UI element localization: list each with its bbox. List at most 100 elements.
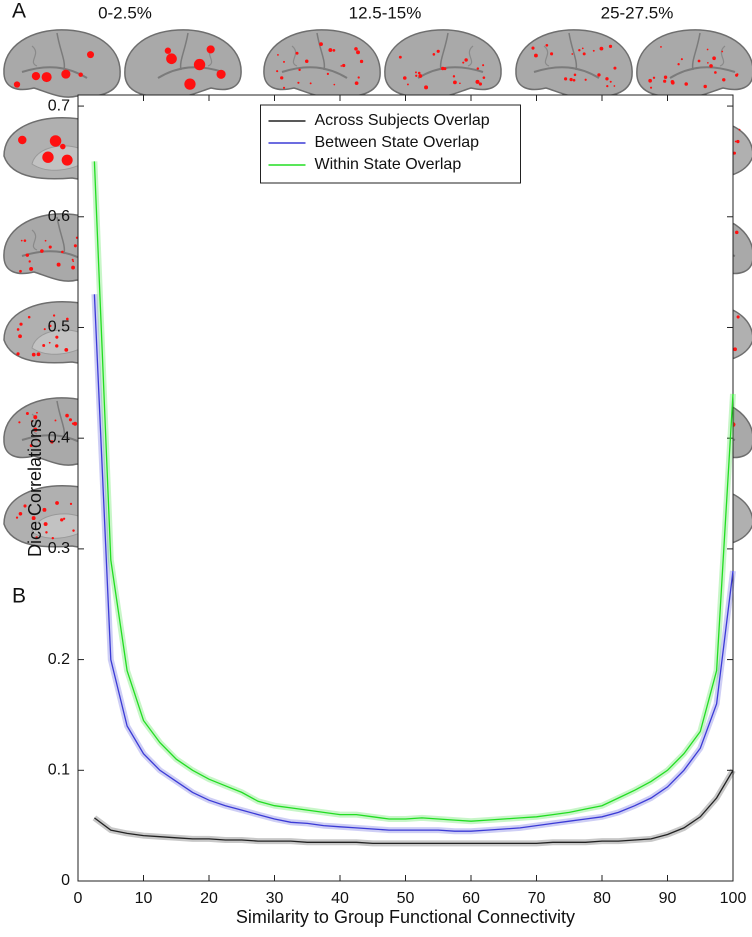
sulcus: [568, 32, 578, 71]
activation-spot: [663, 75, 668, 79]
brain-lateral: [384, 29, 502, 98]
activation-spot: [36, 411, 38, 414]
activation-spot: [38, 439, 41, 442]
x-tick-label: 10: [135, 890, 153, 907]
activation-spot: [545, 43, 549, 47]
activation-spot: [50, 440, 54, 444]
activation-spot: [49, 135, 62, 147]
brain-lateral: [636, 29, 752, 98]
activation-spot: [55, 344, 59, 348]
activation-spot: [309, 82, 312, 85]
activation-spot: [65, 413, 69, 418]
activation-spot: [166, 53, 177, 65]
activation-spot: [60, 143, 66, 150]
activation-spot: [61, 250, 64, 254]
activation-spot: [23, 239, 27, 242]
activation-spot: [45, 531, 48, 534]
activation-spot: [550, 52, 554, 56]
activation-spot: [677, 63, 680, 66]
activation-spot: [712, 56, 716, 61]
activation-spot: [592, 49, 595, 52]
activation-spot: [660, 46, 662, 48]
activation-spot: [216, 69, 226, 79]
panel-label: A: [12, 0, 26, 23]
activation-spot: [478, 82, 483, 86]
activation-spot: [33, 415, 38, 420]
sulcus: [281, 66, 348, 79]
activation-spot: [62, 517, 66, 520]
activation-spot: [164, 47, 172, 54]
activation-spot: [51, 536, 55, 540]
panel-title: 25-27.5%: [601, 3, 674, 22]
activation-spot: [31, 71, 41, 81]
activation-spot: [462, 61, 465, 64]
activation-spot: [703, 84, 707, 89]
x-tick-label: 60: [462, 890, 480, 907]
brain-lateral: [263, 29, 381, 98]
activation-spot: [69, 502, 73, 505]
activation-spot: [453, 80, 457, 85]
activation-spot: [64, 347, 69, 352]
activation-spot: [73, 421, 78, 426]
sulcus: [157, 66, 224, 79]
activation-spot: [15, 516, 19, 519]
y-tick-label: 0.5: [48, 319, 70, 336]
activation-spot: [48, 341, 51, 344]
activation-spot: [706, 48, 709, 51]
activation-spot: [66, 317, 69, 321]
activation-spot: [44, 239, 47, 242]
activation-spot: [71, 265, 75, 270]
activation-spot: [697, 59, 701, 63]
sulcus: [31, 45, 38, 67]
activation-spot: [584, 78, 587, 81]
activation-spot: [48, 245, 52, 249]
activation-spot: [25, 412, 29, 415]
activation-spot: [736, 315, 740, 319]
activation-spot: [476, 67, 480, 70]
series-line: [93, 161, 734, 822]
activation-spot: [48, 324, 52, 328]
chart: 0 0.1 0.2 0.3 0.4 0.5 0.6 0.7 0 10 20 30 40 50 60 70 80 9…: [25, 94, 746, 927]
brain-lateral: [3, 29, 121, 98]
plot-area: [78, 95, 733, 881]
activation-spot: [356, 50, 360, 55]
activation-spot: [414, 71, 417, 74]
activation-spot: [34, 428, 38, 432]
activation-spot: [319, 42, 323, 47]
activation-spot: [72, 529, 75, 532]
activation-spot: [29, 444, 33, 448]
activation-spot: [452, 75, 456, 78]
activation-spot: [41, 72, 52, 83]
activation-spot: [18, 135, 27, 145]
activation-spot: [475, 79, 480, 84]
activation-spot: [18, 334, 22, 339]
activation-spot: [71, 422, 75, 425]
activation-spot: [581, 47, 584, 50]
activation-spot: [707, 61, 709, 64]
activation-spot: [28, 260, 31, 263]
sulcus: [179, 32, 189, 71]
activation-spot: [16, 352, 20, 356]
activation-spot: [297, 81, 300, 84]
activation-spot: [482, 64, 485, 67]
panel-title: 0-2.5%: [98, 3, 152, 22]
activation-spot: [276, 70, 279, 73]
activation-spot: [193, 58, 206, 71]
sulcus: [56, 400, 66, 439]
activation-spot: [340, 65, 343, 67]
activation-spot: [29, 266, 34, 271]
legend-label: Between State Overlap: [315, 134, 480, 151]
activation-spot: [42, 507, 47, 512]
x-tick-label: 80: [593, 890, 611, 907]
y-tick-label: 0.4: [48, 429, 70, 446]
activation-spot: [40, 249, 44, 253]
sulcus: [669, 66, 736, 79]
activation-spot: [359, 59, 364, 64]
activation-spot: [402, 76, 407, 80]
activation-spot: [735, 230, 739, 235]
activation-spot: [608, 44, 613, 48]
sulcus: [291, 45, 298, 67]
activation-spot: [54, 419, 57, 422]
activation-spot: [670, 80, 675, 85]
activation-spot: [571, 53, 574, 55]
